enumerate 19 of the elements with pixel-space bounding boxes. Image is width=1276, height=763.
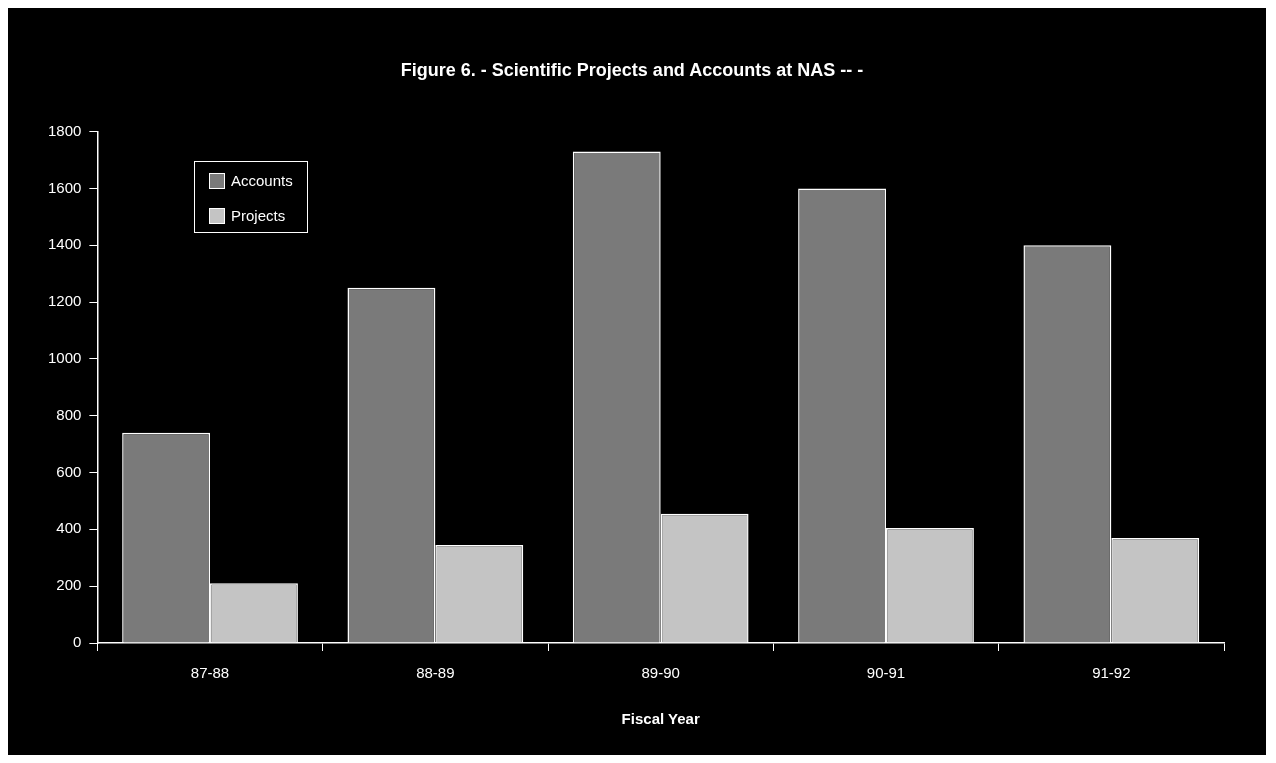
- y-tick-label: 200: [56, 576, 82, 594]
- y-tick-label: 0: [73, 633, 82, 651]
- legend-label: Projects: [231, 207, 286, 224]
- x-tick-label: 87-88: [190, 664, 230, 682]
- y-tick-label: 1600: [47, 178, 82, 196]
- chart-title: Figure 6. - Scientific Projects and Accounts at NAS -- -: [400, 59, 864, 80]
- y-tick-label: 800: [56, 405, 82, 423]
- y-tick-label: 1800: [47, 121, 82, 139]
- y-tick-label: 1000: [47, 349, 82, 367]
- x-tick-label: 89-90: [641, 664, 680, 682]
- x-tick-label: 90-91: [866, 664, 906, 682]
- y-tick-label: 600: [56, 462, 82, 480]
- x-tick-label: 91-92: [1092, 664, 1131, 682]
- x-axis-title: Fiscal Year: [621, 710, 700, 728]
- y-tick-label: 400: [56, 519, 82, 537]
- y-tick-label: 1200: [47, 292, 82, 310]
- x-tick-label: 88-89: [416, 664, 455, 682]
- y-tick-label: 1400: [47, 235, 82, 253]
- legend-label: Accounts: [231, 172, 293, 189]
